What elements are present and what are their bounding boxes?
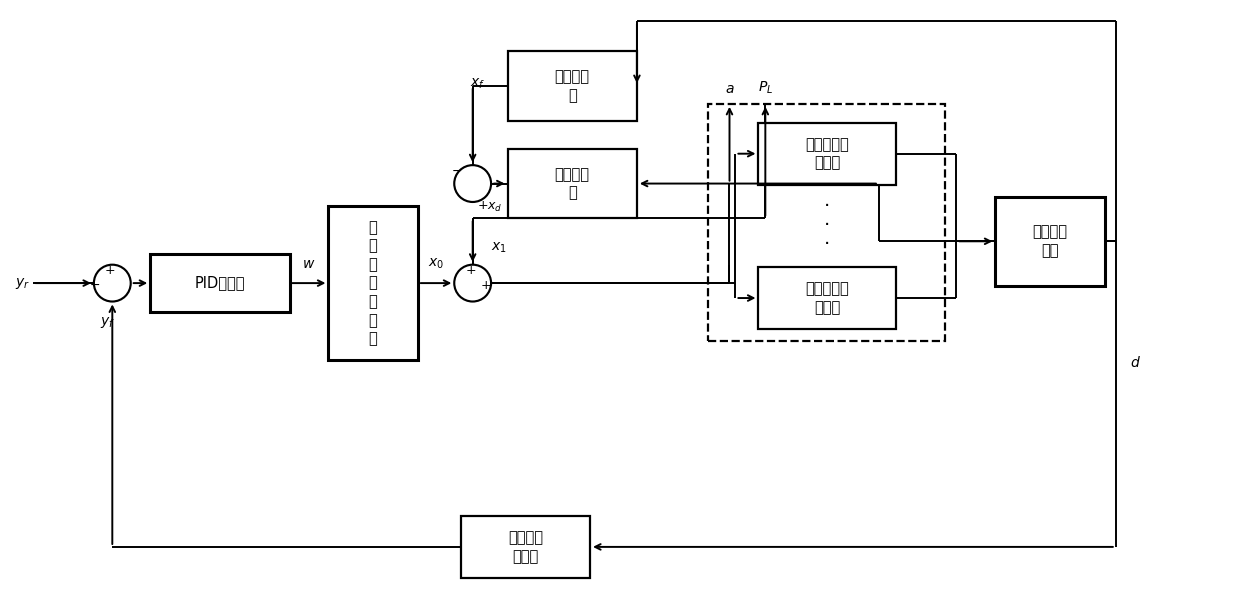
Text: 冗余力协
调: 冗余力协 调 bbox=[555, 69, 590, 103]
Text: 自由度合
成矩阵: 自由度合 成矩阵 bbox=[508, 530, 543, 564]
Text: 两自由度
台阵: 两自由度 台阵 bbox=[1032, 224, 1068, 258]
Bar bbox=[758, 267, 896, 329]
Text: +: + bbox=[481, 278, 491, 292]
Text: $x_1$: $x_1$ bbox=[491, 241, 507, 255]
Text: −: − bbox=[90, 278, 100, 292]
Text: $+x_d$: $+x_d$ bbox=[477, 199, 502, 213]
Bar bbox=[328, 206, 418, 360]
Text: +: + bbox=[105, 264, 115, 276]
Text: $x_0$: $x_0$ bbox=[427, 257, 444, 271]
Circle shape bbox=[94, 265, 131, 302]
Text: $y_r$: $y_r$ bbox=[15, 276, 30, 291]
Text: −: − bbox=[451, 165, 462, 178]
Bar bbox=[995, 197, 1105, 286]
Text: 一号缸阀控
缸机构: 一号缸阀控 缸机构 bbox=[805, 137, 849, 170]
Text: 自
由
度
分
解
矩
阵: 自 由 度 分 解 矩 阵 bbox=[369, 220, 378, 346]
Bar bbox=[508, 149, 637, 218]
Text: ·
·
·: · · · bbox=[824, 197, 830, 254]
Text: $P_L$: $P_L$ bbox=[758, 80, 773, 96]
Bar bbox=[508, 51, 637, 121]
Bar bbox=[150, 254, 290, 312]
Bar bbox=[758, 123, 896, 185]
Text: $y_f$: $y_f$ bbox=[99, 315, 115, 330]
Text: 干扰力补
偿: 干扰力补 偿 bbox=[555, 167, 590, 200]
Bar bbox=[461, 516, 590, 578]
Text: $a$: $a$ bbox=[725, 82, 735, 96]
Circle shape bbox=[455, 165, 491, 202]
Text: $w$: $w$ bbox=[302, 257, 316, 271]
Text: $x_f$: $x_f$ bbox=[471, 77, 486, 91]
Text: +: + bbox=[466, 264, 476, 276]
Text: $d$: $d$ bbox=[1130, 356, 1141, 370]
Bar bbox=[707, 104, 944, 341]
Text: 十号缸阀控
缸机构: 十号缸阀控 缸机构 bbox=[805, 281, 849, 315]
Circle shape bbox=[455, 265, 491, 302]
Text: PID控制器: PID控制器 bbox=[195, 276, 245, 291]
